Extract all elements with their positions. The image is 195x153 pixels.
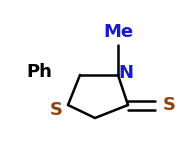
Text: Me: Me xyxy=(103,23,133,41)
Text: S: S xyxy=(50,101,63,119)
Text: S: S xyxy=(163,96,176,114)
Text: Ph: Ph xyxy=(26,63,52,81)
Text: N: N xyxy=(118,64,133,82)
